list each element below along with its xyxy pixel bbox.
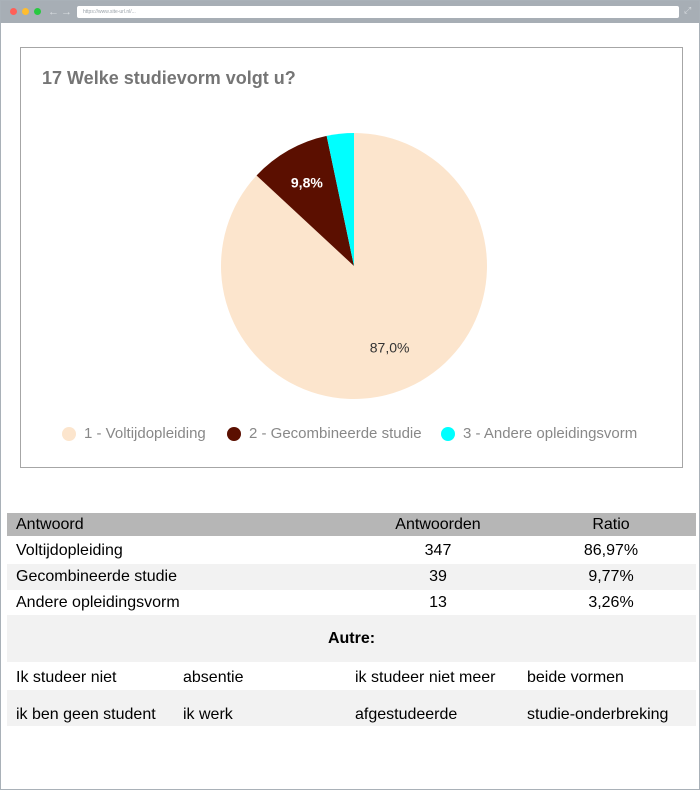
answer-cell: Voltijdopleiding xyxy=(16,542,123,559)
browser-toolbar: ← → https://www.site-url.nl/... ⤢ xyxy=(1,1,699,23)
data-label-2: 9,8% xyxy=(291,175,323,191)
count-cell: 39 xyxy=(429,568,447,585)
other-answer: studie-onderbreking xyxy=(527,706,669,723)
ratio-cell: 3,26% xyxy=(588,594,634,611)
legend-label: 2 - Gecombineerde studie xyxy=(249,425,422,442)
pie-chart: 87,0% 9,8% xyxy=(221,133,488,399)
pie-slice-3[interactable] xyxy=(326,133,354,266)
legend-label: 3 - Andere opleidingsvorm xyxy=(463,425,638,442)
legend-swatch xyxy=(227,427,241,441)
legend-label: 1 - Voltijdopleiding xyxy=(84,425,206,442)
back-arrow-icon[interactable]: ← xyxy=(48,6,59,18)
other-answer: absentie xyxy=(183,669,244,686)
other-answers-header: Autre: xyxy=(7,615,696,662)
ratio-cell: 86,97% xyxy=(583,542,639,559)
count-cell: 347 xyxy=(424,542,452,559)
other-answer: ik ben geen student xyxy=(16,706,156,723)
legend-swatch xyxy=(62,427,76,441)
legend-swatch xyxy=(441,427,455,441)
forward-arrow-icon[interactable]: → xyxy=(61,6,72,18)
other-answer: afgestudeerde xyxy=(355,706,458,723)
table-row: Andere opleidingsvorm 13 3,26% xyxy=(7,590,696,616)
answer-cell: Gecombineerde studie xyxy=(16,568,177,585)
chart-title: 17 Welke studievorm volgt u? xyxy=(42,68,296,88)
expand-icon[interactable]: ⤢ xyxy=(684,5,692,15)
other-answer: beide vormen xyxy=(527,669,624,686)
table-row: Gecombineerde studie 39 9,77% xyxy=(7,564,696,590)
other-answer: ik werk xyxy=(183,706,233,723)
header-ratio: Ratio xyxy=(592,516,630,533)
other-answers-row-bg xyxy=(7,690,696,726)
table-row: Voltijdopleiding 347 86,97% xyxy=(7,538,696,564)
other-answer: Ik studeer niet xyxy=(16,669,117,686)
answer-cell: Andere opleidingsvorm xyxy=(16,594,180,611)
address-bar[interactable]: https://www.site-url.nl/... xyxy=(77,6,679,18)
ratio-cell: 9,77% xyxy=(588,568,634,585)
table-header: Antwoord Antwoorden Ratio xyxy=(7,513,696,536)
chart-panel: 17 Welke studievorm volgt u? 87,0% 9,8% 1… xyxy=(20,47,683,468)
data-label-1: 87,0% xyxy=(370,340,410,356)
minimize-window-icon[interactable] xyxy=(22,8,29,15)
header-answer: Antwoord xyxy=(16,516,84,533)
header-responses: Antwoorden xyxy=(395,516,481,533)
other-answer: ik studeer niet meer xyxy=(355,669,496,686)
close-window-icon[interactable] xyxy=(10,8,17,15)
other-answers-title: Autre: xyxy=(327,630,376,647)
maximize-window-icon[interactable] xyxy=(34,8,41,15)
count-cell: 13 xyxy=(429,594,447,611)
pie-slice-2[interactable] xyxy=(256,135,354,266)
